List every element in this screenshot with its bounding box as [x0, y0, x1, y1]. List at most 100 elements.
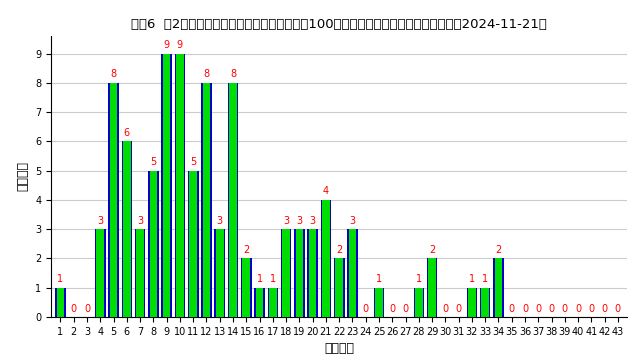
Text: 0: 0 — [535, 305, 541, 315]
Bar — [188, 171, 198, 317]
Bar — [97, 229, 104, 317]
X-axis label: 出現数字: 出現数字 — [324, 342, 354, 355]
Bar — [201, 83, 212, 317]
Text: 6: 6 — [124, 128, 130, 138]
Text: 0: 0 — [602, 305, 608, 315]
Text: 3: 3 — [283, 216, 289, 225]
Bar — [150, 171, 157, 317]
Bar — [241, 258, 252, 317]
Text: 0: 0 — [522, 305, 528, 315]
Bar — [375, 288, 383, 317]
Bar — [415, 288, 422, 317]
Text: 0: 0 — [363, 305, 369, 315]
Text: 0: 0 — [442, 305, 449, 315]
Bar — [269, 288, 276, 317]
Bar — [307, 229, 318, 317]
Text: 0: 0 — [548, 305, 555, 315]
Bar — [268, 288, 278, 317]
Bar — [296, 229, 303, 317]
Bar — [243, 258, 250, 317]
Bar — [309, 229, 316, 317]
Bar — [216, 229, 223, 317]
Bar — [122, 141, 132, 317]
Text: 9: 9 — [177, 40, 183, 50]
Y-axis label: 出現回数: 出現回数 — [17, 161, 29, 192]
Text: 0: 0 — [389, 305, 396, 315]
Bar — [493, 258, 504, 317]
Text: 0: 0 — [456, 305, 461, 315]
Text: 2: 2 — [429, 245, 435, 255]
Text: 2: 2 — [495, 245, 502, 255]
Bar — [148, 171, 159, 317]
Bar — [321, 200, 332, 317]
Bar — [189, 171, 197, 317]
Bar — [428, 258, 436, 317]
Bar — [136, 229, 144, 317]
Bar — [480, 288, 490, 317]
Text: 0: 0 — [588, 305, 595, 315]
Bar — [427, 258, 437, 317]
Text: 0: 0 — [562, 305, 568, 315]
Bar — [55, 288, 66, 317]
Title: ロト6  第2数字のキャリーオーバー直後の直近100回の出現数字と回数（最終抽選日：2024-11-21）: ロト6 第2数字のキャリーオーバー直後の直近100回の出現数字と回数（最終抽選日… — [131, 18, 547, 31]
Bar — [228, 83, 238, 317]
Text: 0: 0 — [403, 305, 408, 315]
Bar — [203, 83, 211, 317]
Bar — [468, 288, 476, 317]
Text: 1: 1 — [58, 274, 63, 284]
Text: 3: 3 — [349, 216, 356, 225]
Bar — [334, 258, 344, 317]
Bar — [282, 229, 290, 317]
Bar — [349, 229, 356, 317]
Bar — [163, 54, 170, 317]
Text: 0: 0 — [70, 305, 77, 315]
Bar — [322, 200, 330, 317]
Text: 0: 0 — [84, 305, 90, 315]
Bar — [176, 54, 184, 317]
Bar — [374, 288, 385, 317]
Text: 1: 1 — [376, 274, 382, 284]
Text: 2: 2 — [336, 245, 342, 255]
Bar — [229, 83, 237, 317]
Text: 3: 3 — [310, 216, 316, 225]
Text: 4: 4 — [323, 186, 329, 196]
Bar — [294, 229, 305, 317]
Text: 5: 5 — [150, 157, 157, 167]
Text: 3: 3 — [217, 216, 223, 225]
Bar — [335, 258, 343, 317]
Bar — [109, 83, 117, 317]
Text: 3: 3 — [137, 216, 143, 225]
Text: 8: 8 — [111, 69, 116, 79]
Bar — [281, 229, 291, 317]
Bar — [214, 229, 225, 317]
Text: 1: 1 — [257, 274, 262, 284]
Bar — [347, 229, 358, 317]
Text: 0: 0 — [509, 305, 515, 315]
Text: 3: 3 — [97, 216, 104, 225]
Text: 0: 0 — [615, 305, 621, 315]
Bar — [175, 54, 185, 317]
Bar — [413, 288, 424, 317]
Text: 1: 1 — [469, 274, 475, 284]
Text: 1: 1 — [416, 274, 422, 284]
Bar — [495, 258, 502, 317]
Bar — [481, 288, 489, 317]
Text: 5: 5 — [190, 157, 196, 167]
Text: 0: 0 — [575, 305, 581, 315]
Bar — [254, 288, 265, 317]
Text: 9: 9 — [164, 40, 170, 50]
Text: 1: 1 — [482, 274, 488, 284]
Text: 8: 8 — [230, 69, 236, 79]
Text: 1: 1 — [270, 274, 276, 284]
Text: 8: 8 — [204, 69, 209, 79]
Text: 2: 2 — [243, 245, 250, 255]
Bar — [95, 229, 106, 317]
Bar — [161, 54, 172, 317]
Bar — [467, 288, 477, 317]
Bar — [108, 83, 119, 317]
Bar — [123, 141, 131, 317]
Bar — [57, 288, 64, 317]
Text: 3: 3 — [296, 216, 303, 225]
Bar — [135, 229, 145, 317]
Bar — [256, 288, 264, 317]
